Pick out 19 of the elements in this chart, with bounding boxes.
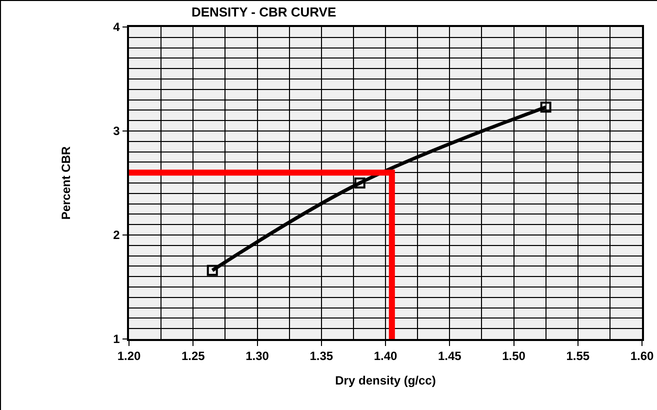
x-tick-label: 1.35 [310,349,334,364]
x-tick-label: 1.30 [246,349,270,364]
x-axis-title: Dry density (g/cc) [335,374,436,388]
y-tick-label: 4 [113,20,120,34]
chart-title: DENSITY - CBR CURVE [191,4,336,20]
y-tick-label: 2 [113,228,120,242]
x-tick-label: 1.55 [566,349,590,364]
point [354,178,366,188]
x-tick-label: 1.50 [502,349,526,364]
y-tick-label: 3 [113,124,120,138]
x-tick-label: 1.45 [438,349,462,364]
x-tick-label: 1.40 [374,349,398,364]
y-tick-label: 1 [113,332,120,346]
x-tick-label: 1.20 [117,349,141,364]
point [206,264,218,276]
point [540,102,552,113]
y-axis-title: Percent CBR [58,146,73,220]
x-tick-label: 1.60 [630,349,654,364]
x-tick-label: 1.25 [181,349,206,364]
